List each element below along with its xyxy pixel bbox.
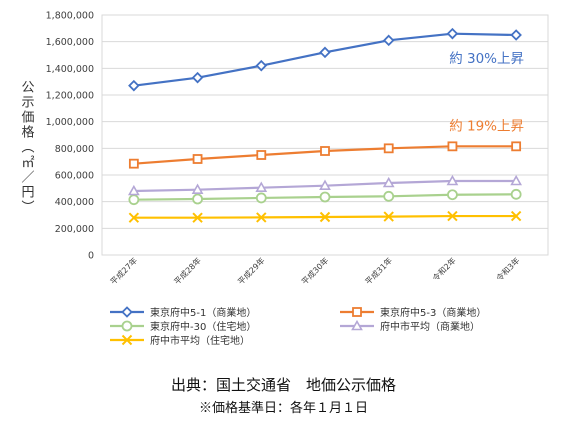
data-point-4-3 [319,211,331,223]
data-point-0-6 [510,29,522,41]
y-tick-label: 200,000 [55,224,94,235]
data-point-1-4 [383,143,394,154]
y-tick-label: 1,800,000 [46,11,94,22]
data-point-3-0 [127,184,140,196]
y-axis-title: 公示価格（㎡／円） [19,80,35,215]
data-point-3-2 [255,181,268,192]
x-tick-label: 令和3年 [494,255,522,283]
data-point-4-2 [256,212,267,223]
data-point-3-1 [191,183,204,194]
data-point-0-0 [128,79,140,92]
annotation-0: 約 30%上昇 [449,51,524,67]
data-point-0-5 [446,27,459,40]
y-tick-label: 400,000 [55,197,94,208]
legend-marker-3 [351,319,363,331]
legend-marker-4 [121,334,133,346]
legend-marker-2 [121,320,133,332]
data-point-3-4 [382,176,395,188]
x-tick-label: 平成28年 [172,255,203,286]
annotation-1: 約 19%上昇 [449,118,524,134]
data-point-4-1 [192,212,203,223]
data-point-1-5 [447,141,458,152]
x-tick-label: 平成30年 [299,255,330,286]
data-point-2-5 [447,189,458,201]
data-point-1-0 [128,158,139,169]
data-point-4-0 [128,212,140,223]
data-point-0-2 [255,59,268,72]
data-point-4-5 [447,210,458,222]
y-tick-label: 0 [88,251,94,262]
y-tick-label: 1,400,000 [46,64,94,75]
y-tick-label: 1,000,000 [46,117,94,128]
data-point-1-3 [320,146,330,156]
data-point-2-1 [192,193,203,205]
data-point-1-6 [511,141,522,152]
data-point-4-4 [383,211,394,222]
x-tick-label: 平成27年 [108,255,139,286]
y-tick-label: 1,200,000 [46,91,94,102]
data-point-4-6 [510,210,522,222]
data-point-0-3 [319,46,331,59]
data-point-0-1 [191,71,204,84]
data-point-2-4 [383,190,395,202]
x-tick-label: 令和2年 [430,255,458,283]
x-tick-label: 平成31年 [363,255,394,286]
legend-label-1: 東京府中5-3（商業地） [380,306,486,319]
y-tick-label: 1,600,000 [46,37,94,48]
legend-label-3: 府中市平均（商業地） [380,320,480,333]
date-basis-note: ※価格基準日：各年１月１日 [198,401,368,416]
legend-marker-0 [121,306,133,318]
data-point-1-2 [256,150,267,160]
data-point-2-6 [510,188,522,200]
data-point-3-5 [446,174,459,186]
source-note: 出典：国土交通省 地価公示価格 [170,376,396,394]
data-point-2-3 [319,191,331,203]
y-tick-label: 800,000 [55,144,94,155]
data-point-2-0 [128,194,140,206]
data-point-0-4 [382,34,395,47]
legend-marker-1 [352,307,362,317]
data-point-2-2 [255,192,267,204]
legend-label-0: 東京府中5-1（商業地） [150,306,256,319]
data-point-1-1 [192,154,203,164]
data-point-3-6 [510,174,523,186]
y-tick-label: 600,000 [55,171,94,182]
x-tick-label: 平成29年 [235,255,266,286]
legend-label-2: 東京府中-30（住宅地） [150,320,256,333]
legend-label-4: 府中市平均（住宅地） [150,334,250,347]
data-point-3-3 [319,179,331,190]
